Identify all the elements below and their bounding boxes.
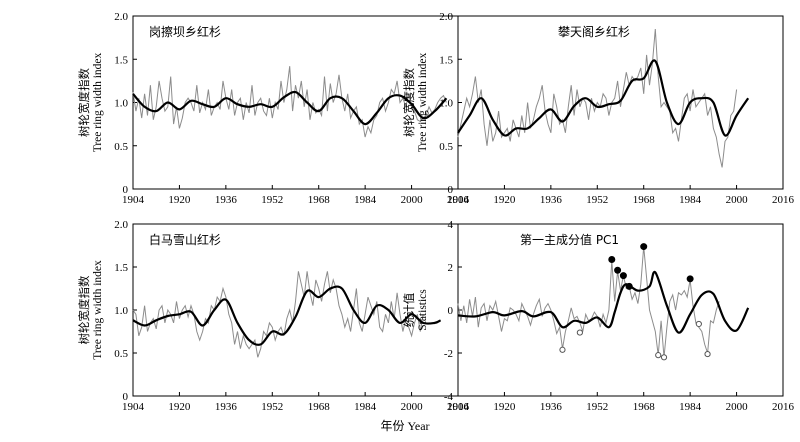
extreme-high-marker [619,272,627,280]
panel-title: 第一主成分值 PC1 [520,232,619,247]
y-tick-label: 1.0 [114,98,128,110]
panel-title: 白马雪山红杉 [149,232,221,247]
x-tick-label: 2016 [772,401,795,413]
x-tick-label: 1904 [122,194,145,206]
panel-title: 岗擦坝乡红杉 [149,24,221,39]
x-tick-label: 1984 [679,194,702,206]
x-tick-label: 1920 [493,194,516,206]
y-tick-label: 0 [448,305,454,317]
panel-3: 1904 1920 1936 1952 1968 1984 2000 2016 0 0.5 1.0 1… [77,219,470,413]
y-tick-label: 0.5 [439,141,453,153]
x-tick-label: 2000 [401,401,424,413]
y-tick-label: 4 [448,219,454,231]
x-tick-label: 1968 [633,194,656,206]
x-tick-label: 1952 [586,194,608,206]
x-tick-label: 1984 [354,401,377,413]
x-tick-label: 1968 [308,194,331,206]
x-tick-label: 1904 [447,401,470,413]
extreme-low-marker [576,329,583,336]
y-axis-label-english: Tree ring width index [417,52,429,152]
extreme-low-marker [559,346,566,353]
extreme-high-marker [608,255,616,263]
y-tick-label: -2 [444,348,453,360]
x-tick-label: 2000 [726,194,749,206]
x-tick-label: 1968 [633,401,656,413]
extreme-high-marker [640,243,648,251]
x-tick-label: 1904 [447,194,470,206]
extreme-low-marker [660,354,668,361]
extreme-low-marker [655,352,662,359]
y-tick-label: -4 [444,391,454,403]
x-tick-label: 1968 [308,401,331,413]
smoothed-series-line [132,285,442,346]
x-tick-label: 1936 [540,194,563,206]
y-tick-label: 2.0 [114,219,128,231]
x-tick-label: 1920 [493,401,516,413]
y-tick-label: 0.5 [114,348,128,360]
x-tick-label: 1984 [679,401,702,413]
x-tick-label: 1984 [354,194,377,206]
y-tick-label: 1.0 [114,305,128,317]
y-tick-label: 1.5 [114,54,128,66]
x-tick-label: 1952 [261,401,283,413]
extreme-high-marker [614,266,622,274]
y-tick-label: 0.5 [114,141,128,153]
x-tick-label: 2016 [447,401,470,413]
x-tick-label: 1952 [586,401,608,413]
y-tick-label: 1.5 [439,54,453,66]
x-tick-label: 1952 [261,194,283,206]
extreme-low-marker [704,350,711,358]
panel-title: 攀天阁乡红杉 [558,24,630,39]
extreme-high-marker [625,282,633,290]
panel-1: 1904 1920 1936 1952 1968 1984 2000 201600.51.01… [77,11,470,206]
y-axis-label-english: Tree ring width index [92,260,104,360]
y-axis-label-english: Statistics [417,289,429,331]
y-tick-label: 1.0 [439,98,453,110]
panel-4: 1904 1920 1936 1952 1968 1984 2000 2016-4-2024第… [403,219,795,413]
y-axis-label: 树轮宽度指数 [77,275,91,344]
x-axis-label: 年份 Year [380,419,429,433]
y-axis-label: 树轮宽度指数 [402,68,416,137]
y-axis-label: 统计值 [403,292,416,327]
x-tick-label: 1936 [540,401,563,413]
x-tick-label: 2000 [726,401,749,413]
y-tick-label: 2.0 [439,11,453,23]
x-tick-label: 2000 [401,194,424,206]
y-tick-label: 1.5 [114,262,128,274]
y-tick-label: 2.0 [114,11,128,23]
smoothed-series-line [132,90,448,126]
x-tick-label: 1920 [168,194,191,206]
x-tick-label: 1936 [215,401,238,413]
raw-series-line [457,246,720,358]
y-axis-label: 树轮宽度指数 [77,68,91,137]
x-tick-label: 1904 [122,401,145,413]
y-tick-label: 0 [123,391,129,403]
y-axis-label-english: Tree ring width index [92,52,104,152]
panel-2: 1904 1920 1936 1952 1968 1984 2000 201600.51.01… [402,11,795,206]
extreme-high-marker [686,275,694,283]
x-tick-label: 2016 [447,194,470,206]
smoothed-series-line [457,270,750,334]
y-tick-label: 0 [448,184,454,196]
raw-series-line [457,28,738,168]
raw-series-line [132,66,447,138]
y-tick-label: 0 [123,184,129,196]
x-tick-label: 2016 [772,194,795,206]
y-tick-label: 2 [448,262,454,274]
x-tick-label: 1936 [215,194,238,206]
smoothed-series-line [457,59,750,137]
x-tick-label: 1920 [168,401,191,413]
extreme-low-marker [695,320,702,328]
